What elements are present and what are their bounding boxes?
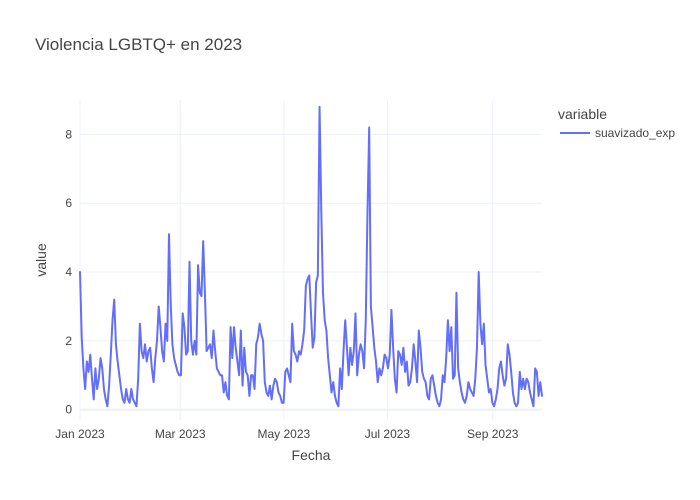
y-tick-label: 6	[65, 196, 72, 210]
x-tick-label: Jan 2023	[55, 427, 105, 441]
series-layer	[79, 105, 543, 408]
legend-title: variable	[558, 106, 607, 122]
y-tick-label: 4	[65, 265, 72, 279]
legend[interactable]: variable suavizado_exp	[558, 106, 675, 140]
tick-layer: 0 2 4 6 8 Jan 2023 Mar 2023 May 2023 Jul 2023 Sep…	[55, 127, 518, 441]
legend-item-label[interactable]: suavizado_exp	[595, 126, 675, 140]
y-axis-title: value	[33, 243, 49, 277]
x-tick-label: Jul 2023	[365, 427, 411, 441]
plot-background	[80, 100, 542, 420]
y-tick-label: 2	[65, 334, 72, 348]
chart-title: Violencia LGBTQ+ en 2023	[35, 35, 242, 54]
y-tick-label: 8	[65, 127, 72, 141]
x-tick-label: May 2023	[257, 427, 310, 441]
x-tick-label: Mar 2023	[155, 427, 206, 441]
y-tick-label: 0	[65, 403, 72, 417]
x-tick-label: Sep 2023	[467, 427, 519, 441]
series-line-suavizado_exp[interactable]	[79, 105, 543, 408]
x-axis-title: Fecha	[292, 447, 331, 463]
